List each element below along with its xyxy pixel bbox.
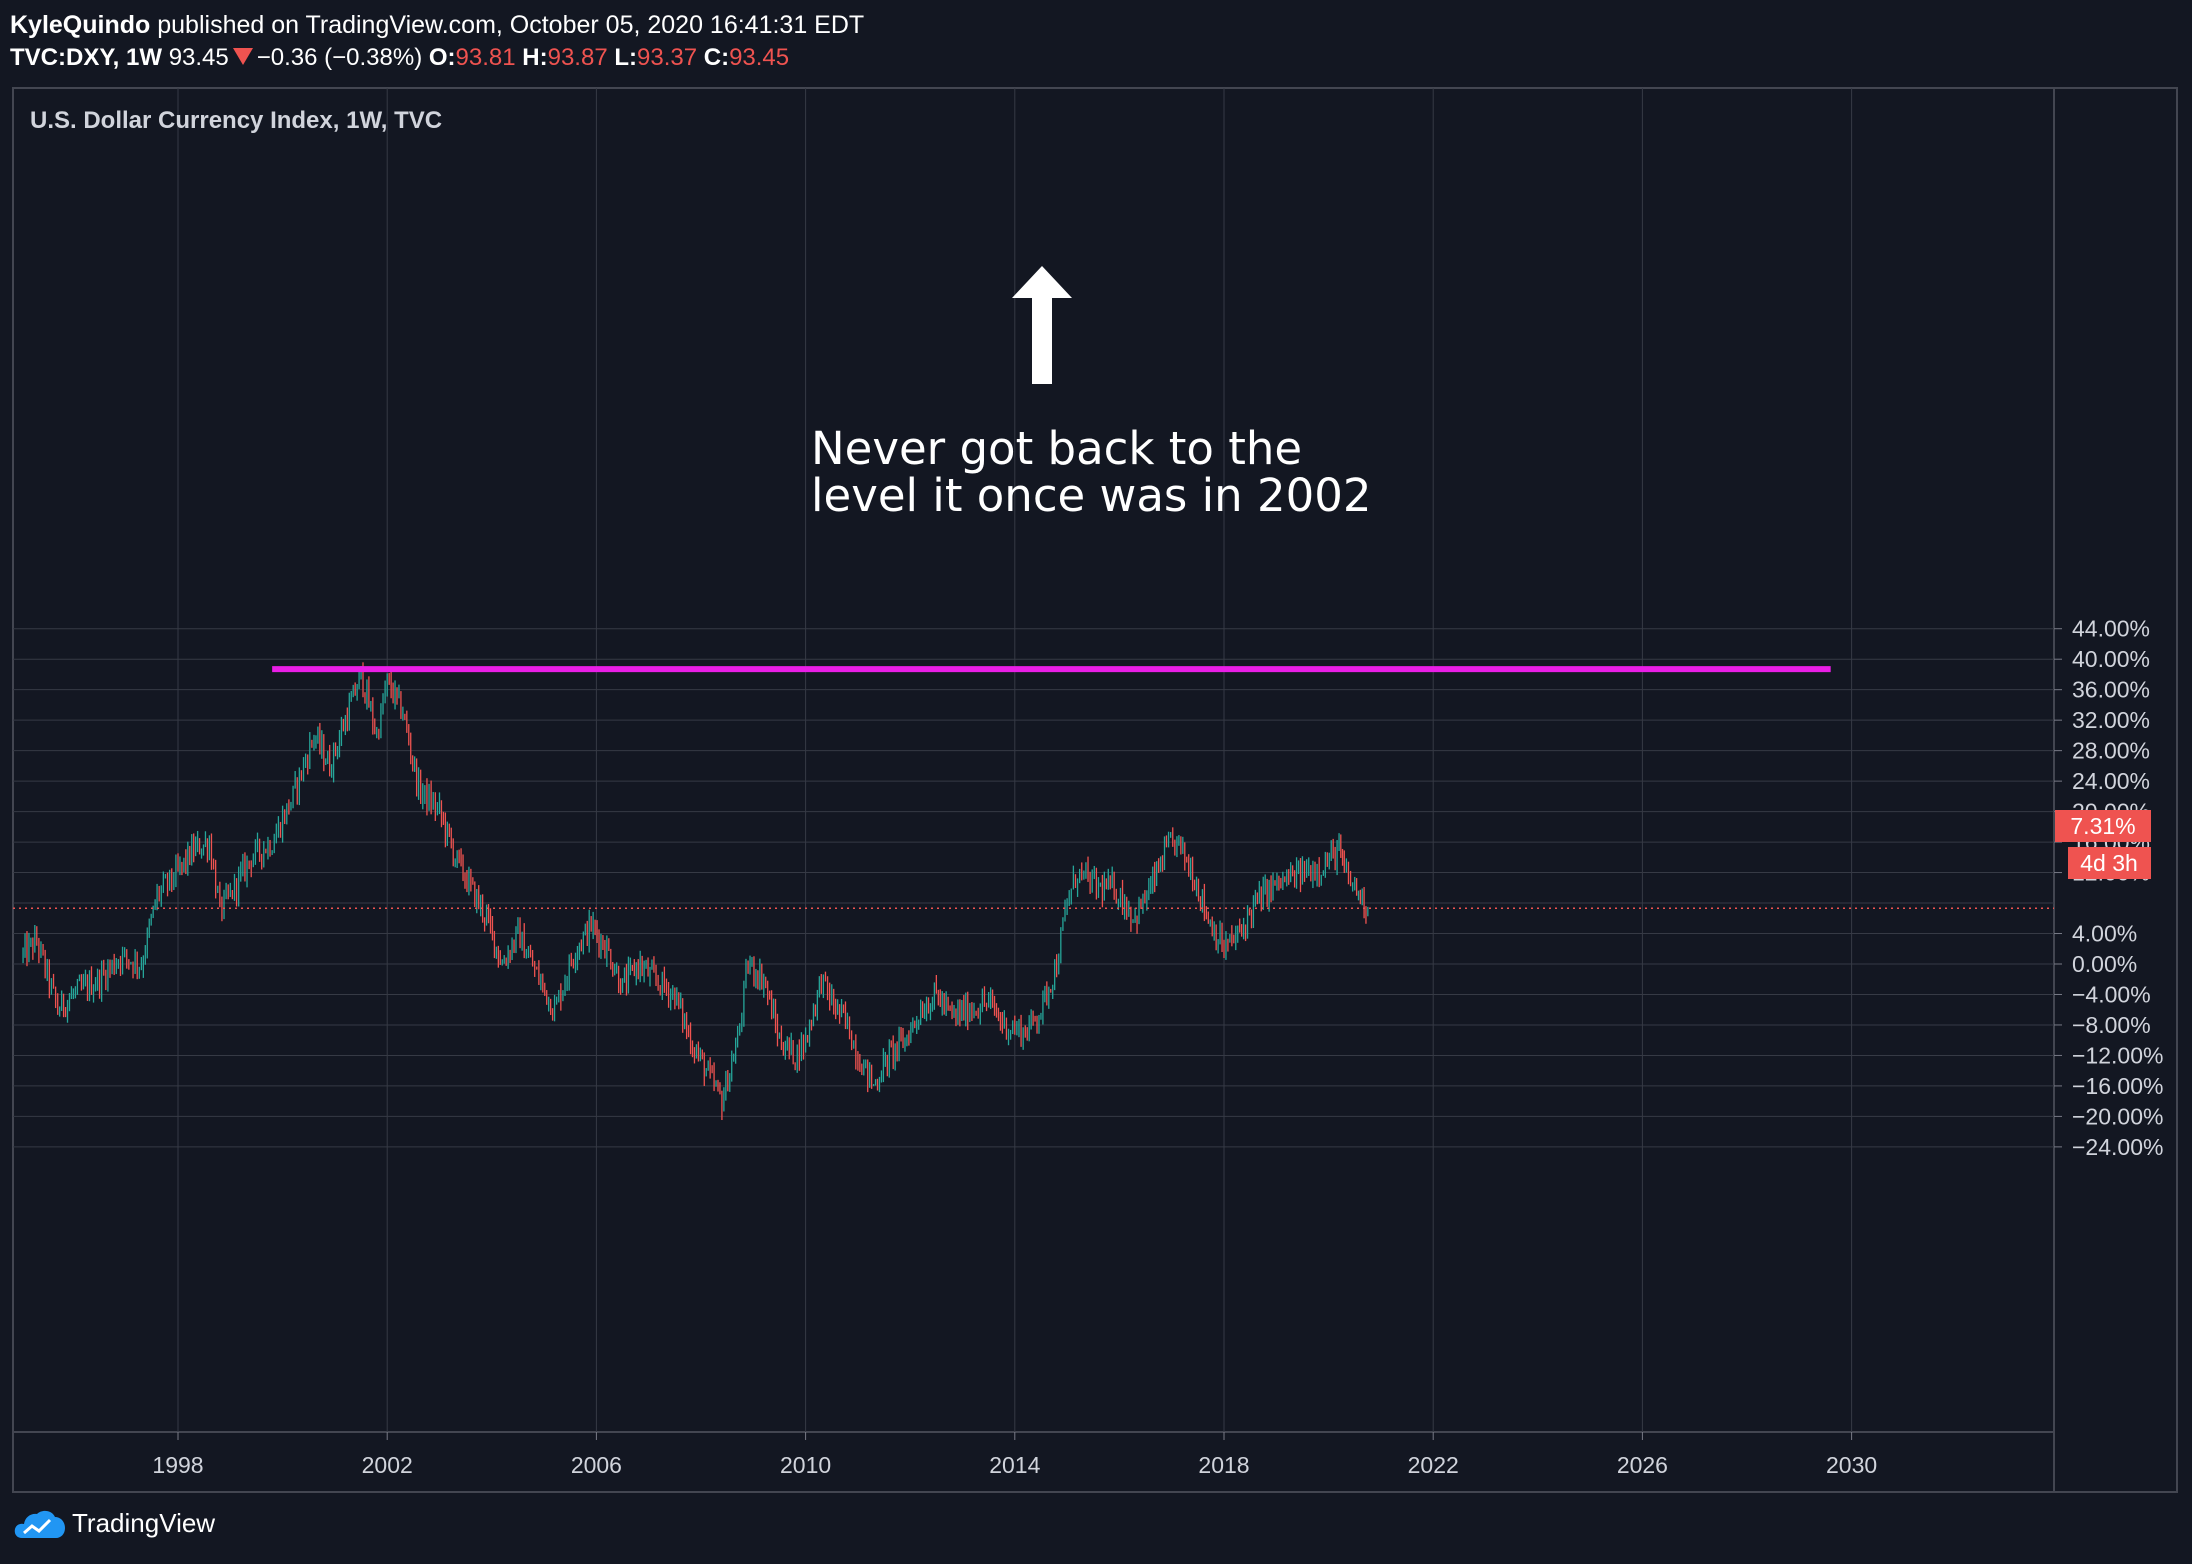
- high-value: 93.87: [547, 44, 608, 71]
- y-tick-label: 4.00%: [2072, 921, 2137, 947]
- x-tick-label: 2022: [1408, 1452, 1459, 1478]
- published-text: published on TradingView.com, October 05…: [157, 11, 865, 39]
- x-tick-label: 2002: [362, 1452, 413, 1478]
- down-triangle-icon: [232, 48, 253, 65]
- y-tick-label: −8.00%: [2072, 1012, 2151, 1038]
- x-tick-label: 2018: [1198, 1452, 1249, 1478]
- close-label: C:: [703, 44, 730, 71]
- cloud-logo-icon: [14, 1510, 65, 1538]
- last-value-tag: 7.31%: [2055, 810, 2151, 842]
- candles: [22, 662, 1369, 1121]
- countdown-label: 4d 3h: [2080, 850, 2138, 876]
- open-value: 93.81: [455, 44, 516, 71]
- last-price: 93.45: [168, 44, 229, 71]
- y-tick-label: 0.00%: [2072, 951, 2137, 977]
- chart-header: KyleQuindo published on TradingView.com,…: [10, 8, 2180, 74]
- price-change: −0.36 (−0.38%): [256, 44, 423, 71]
- y-tick-label: 32.00%: [2072, 707, 2150, 733]
- low-label: L:: [614, 44, 637, 71]
- close-value: 93.45: [729, 44, 790, 71]
- time-axis-labels: 1998 2002 2006 2010 2014 2018 2022 2026 2030: [152, 1432, 1877, 1478]
- x-tick-label: 2006: [571, 1452, 622, 1478]
- chart-title: U.S. Dollar Currency Index, 1W, TVC: [30, 107, 442, 134]
- chart-panel-border: [12, 87, 2178, 1493]
- publish-info: KyleQuindo published on TradingView.com,…: [10, 8, 2180, 42]
- y-tick-label: −16.00%: [2072, 1073, 2163, 1099]
- x-tick-label: 2026: [1617, 1452, 1668, 1478]
- countdown-tag: 4d 3h: [2068, 847, 2151, 879]
- x-tick-label: 2030: [1826, 1452, 1877, 1478]
- y-tick-label: −12.00%: [2072, 1042, 2163, 1068]
- x-tick-label: 2014: [989, 1452, 1040, 1478]
- y-tick-label: 40.00%: [2072, 646, 2150, 672]
- author-name[interactable]: KyleQuindo: [10, 11, 151, 39]
- y-tick-label: −4.00%: [2072, 981, 2151, 1007]
- brand-name: TradingView: [72, 1507, 216, 1538]
- y-tick-label: 24.00%: [2072, 768, 2150, 794]
- ohlc-legend: TVC:DXY, 1W 93.45 −0.36 (−0.38%) O:93.81 …: [10, 42, 2180, 74]
- y-tick-label: 44.00%: [2072, 616, 2150, 642]
- y-tick-label: 28.00%: [2072, 738, 2150, 764]
- low-value: 93.37: [637, 44, 698, 71]
- y-tick-label: −20.00%: [2072, 1103, 2163, 1129]
- y-tick-label: −24.00%: [2072, 1134, 2163, 1160]
- annotation-line-2[interactable]: level it once was in 2002: [811, 469, 1372, 522]
- x-tick-label: 2010: [780, 1452, 831, 1478]
- last-value-label: 7.31%: [2070, 813, 2135, 839]
- x-tick-label: 1998: [152, 1452, 203, 1478]
- price-axis-labels: 44.00%40.00%36.00%32.00%28.00%24.00%20.0…: [2054, 616, 2163, 1160]
- open-label: O:: [428, 44, 456, 71]
- up-arrow-icon[interactable]: [1012, 266, 1072, 384]
- y-tick-label: 36.00%: [2072, 677, 2150, 703]
- grid-lines: [13, 88, 2054, 1432]
- annotation-line-1[interactable]: Never got back to the: [811, 422, 1302, 475]
- tradingview-logo[interactable]: TradingView: [14, 1506, 215, 1540]
- symbol-label[interactable]: TVC:DXY, 1W: [10, 44, 163, 71]
- high-label: H:: [522, 44, 548, 71]
